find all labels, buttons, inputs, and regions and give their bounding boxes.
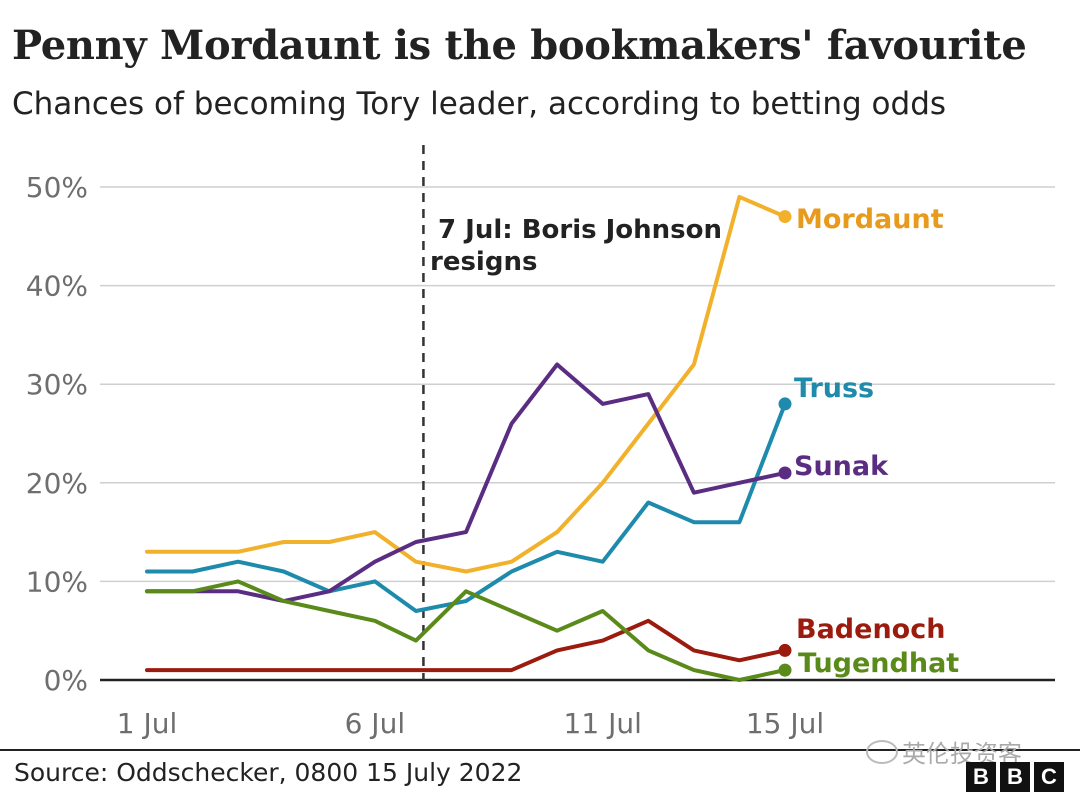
chart-title: Penny Mordaunt is the bookmakers' favour… [12, 22, 1027, 69]
series-end-dot-sunak [778, 466, 792, 480]
y-tick-label: 30% [26, 368, 88, 401]
series-end-dot-tugendhat [778, 663, 792, 677]
series-line-badenoch [145, 618, 787, 673]
x-tick-label: 6 Jul [345, 707, 406, 740]
bbc-logo-letter: B [1000, 762, 1030, 792]
y-tick-label: 50% [26, 171, 88, 204]
chart-subtitle: Chances of becoming Tory leader, accordi… [12, 86, 947, 122]
series-line-tugendhat [145, 579, 787, 682]
series-label-badenoch: Badenoch [796, 614, 945, 645]
bbc-logo-letter: B [966, 762, 996, 792]
series-end-dot-badenoch [778, 643, 792, 657]
series-label-tugendhat: Tugendhat [798, 648, 959, 679]
y-tick-label: 10% [26, 565, 88, 598]
series-label-truss: Truss [794, 373, 874, 404]
source-divider [0, 749, 1080, 751]
series-label-sunak: Sunak [794, 451, 889, 482]
series-lines [145, 194, 792, 682]
series-end-dot-truss [778, 397, 792, 411]
bbc-logo: B B C [966, 762, 1064, 792]
bbc-logo-letter: C [1034, 762, 1064, 792]
y-tick-label: 40% [26, 270, 88, 303]
annotation-text: resigns [430, 247, 537, 277]
series-line-truss [145, 401, 787, 613]
series-line-mordaunt [145, 194, 787, 574]
x-tick-label: 11 Jul [564, 707, 642, 740]
y-tick-label: 20% [26, 467, 88, 500]
axes: 0% 10% 20% 30% 40% 50% 1 Jul 6 Jul 11 Jul 15 Jul [26, 171, 1055, 740]
series-line-sunak [145, 362, 787, 604]
series-end-dot-mordaunt [778, 210, 792, 224]
x-tick-label: 1 Jul [117, 707, 178, 740]
watermark: 英伦投资客 [866, 734, 1022, 769]
series-label-mordaunt: Mordaunt [796, 204, 944, 235]
wechat-icon [866, 739, 898, 764]
source-note: Source: Oddschecker, 0800 15 July 2022 [14, 758, 523, 787]
y-tick-label: 0% [44, 664, 88, 697]
annotation-text: 7 Jul: Boris Johnson [438, 215, 722, 245]
line-chart: 0%10%20%30%40%50%1 Jul 6 Jul 11 Jul 15 Jul … [26, 145, 1055, 740]
x-tick-label: 15 Jul [746, 707, 824, 740]
